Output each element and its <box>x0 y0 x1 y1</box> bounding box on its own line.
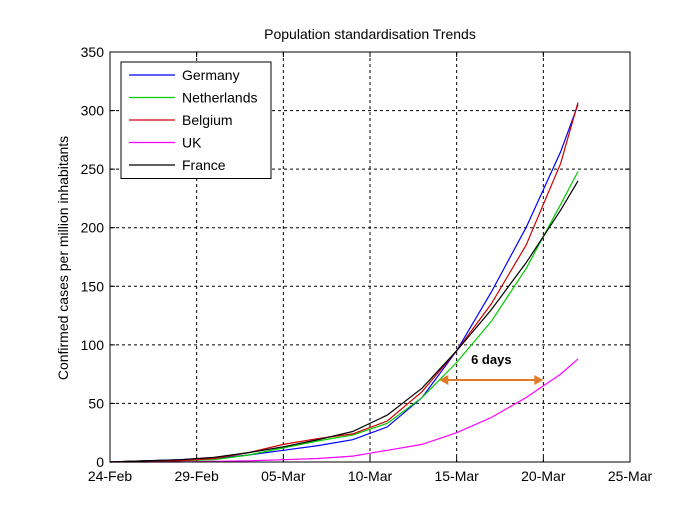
legend-label-germany: Germany <box>182 67 240 83</box>
y-tick-label: 100 <box>81 337 105 353</box>
x-tick-label: 29-Feb <box>174 468 219 484</box>
series-line-belgium <box>109 102 579 463</box>
x-tick-label: 20-Mar <box>521 468 566 484</box>
legend-label-belgium: Belgium <box>182 112 233 128</box>
annotation-label: 6 days <box>471 352 511 367</box>
y-tick-label: 150 <box>81 278 105 294</box>
series-line-france <box>109 180 579 463</box>
x-tick-label: 10-Mar <box>348 468 393 484</box>
legend: Germany Netherlands Belgium UK France <box>120 61 272 179</box>
plot-frame <box>109 51 631 463</box>
legend-label-netherlands: Netherlands <box>182 90 258 106</box>
y-tick-label: 250 <box>81 161 105 177</box>
y-tick-label: 200 <box>81 220 105 236</box>
annotation-arrowhead-right <box>534 375 544 385</box>
x-tick-label: 24-Feb <box>88 468 133 484</box>
x-tick-label: 25-Mar <box>608 468 653 484</box>
legend-label-uk: UK <box>182 135 202 151</box>
annotation-arrowhead-left <box>439 375 449 385</box>
x-tick-label: 15-Mar <box>434 468 479 484</box>
y-tick-label: 300 <box>81 103 105 119</box>
y-tick-label: 0 <box>96 454 104 470</box>
y-tick-label: 50 <box>88 395 104 411</box>
legend-label-france: France <box>182 157 226 173</box>
x-tick-label: 05-Mar <box>261 468 306 484</box>
chart-title: Population standardisation Trends <box>264 26 476 42</box>
y-tick-label: 350 <box>81 44 105 60</box>
